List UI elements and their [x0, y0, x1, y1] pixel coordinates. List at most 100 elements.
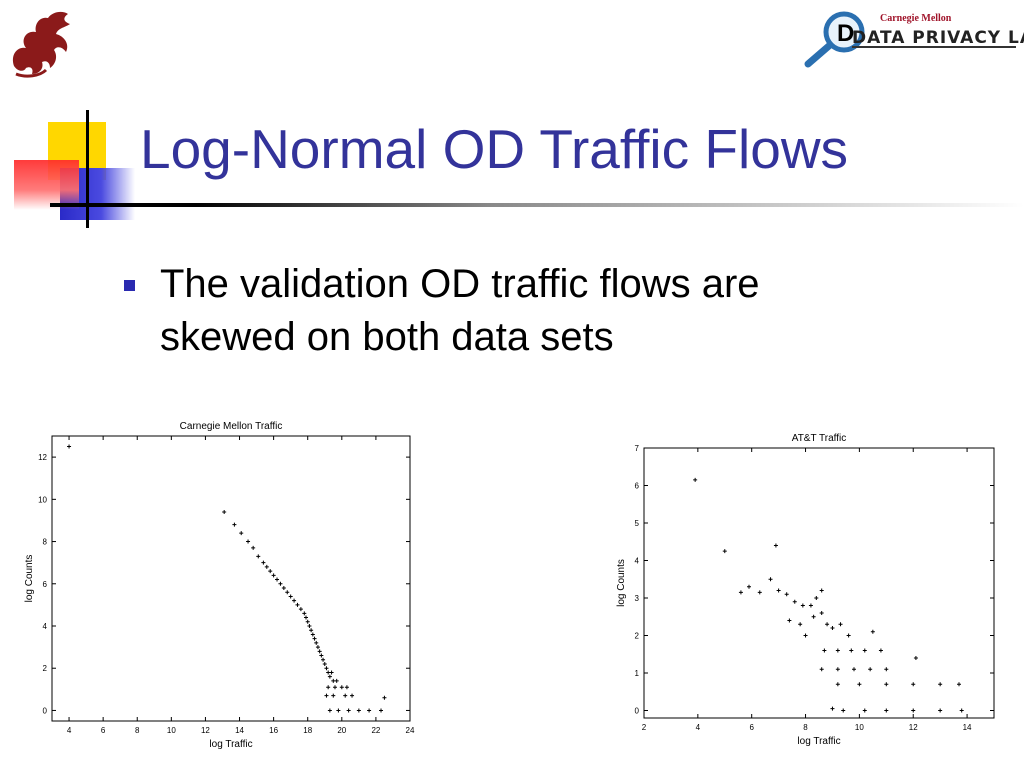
chart-title: AT&T Traffic: [792, 433, 846, 444]
data-point: [768, 577, 773, 582]
data-point: [811, 614, 816, 619]
data-point: [268, 569, 273, 574]
data-point: [822, 648, 827, 653]
data-point: [784, 592, 789, 597]
data-point: [819, 611, 824, 615]
bullet-marker: [124, 280, 135, 291]
svg-text:D: D: [837, 20, 854, 47]
data-point: [67, 444, 72, 449]
data-point: [307, 624, 312, 628]
data-point: [862, 708, 867, 713]
data-point: [857, 682, 862, 687]
data-point: [776, 588, 781, 593]
data-point: [329, 670, 334, 675]
data-point: [271, 573, 276, 578]
data-point: [830, 626, 835, 630]
data-point: [382, 695, 387, 700]
data-point: [339, 685, 344, 690]
data-point: [295, 602, 300, 607]
data-point: [773, 543, 778, 548]
data-point: [884, 708, 889, 713]
data-point: [336, 708, 341, 713]
data-point: [321, 657, 326, 662]
data-point: [322, 662, 327, 666]
chart-title: Carnegie Mellon Traffic: [180, 421, 283, 432]
data-point: [310, 632, 315, 637]
data-point: [332, 685, 337, 690]
data-point: [852, 667, 856, 672]
data-point: [870, 629, 875, 634]
data-point: [913, 656, 918, 660]
data-point: [367, 708, 372, 713]
data-point: [808, 603, 813, 608]
y-tick-label: 6: [43, 580, 48, 589]
data-point: [251, 545, 256, 550]
y-axis-label: log Counts: [24, 555, 35, 603]
data-point: [285, 590, 290, 595]
data-point: [317, 649, 322, 654]
data-point: [814, 596, 819, 600]
y-axis-label: log Counts: [616, 559, 627, 607]
data-point: [327, 674, 332, 679]
data-point: [878, 648, 883, 653]
data-point: [800, 603, 805, 608]
data-point: [334, 678, 339, 683]
x-tick-label: 16: [269, 726, 278, 735]
data-point: [278, 581, 283, 586]
y-tick-label: 8: [43, 538, 48, 547]
dragon-icon: [12, 11, 70, 78]
data-point: [825, 622, 830, 627]
x-tick-label: 10: [167, 726, 176, 735]
data-point: [835, 648, 840, 653]
x-tick-label: 4: [67, 726, 72, 735]
data-point: [246, 539, 251, 544]
y-tick-label: 2: [43, 664, 48, 673]
data-point: [327, 708, 332, 713]
y-tick-label: 3: [635, 594, 640, 603]
x-tick-label: 6: [101, 726, 106, 735]
data-point: [835, 682, 840, 687]
x-tick-label: 22: [371, 726, 380, 735]
data-point: [957, 682, 961, 687]
x-tick-label: 14: [963, 723, 972, 732]
data-point: [275, 577, 280, 582]
x-tick-label: 12: [909, 723, 918, 732]
magnifier-icon: D: [804, 11, 865, 68]
data-point: [356, 708, 361, 713]
data-point: [862, 648, 867, 653]
data-point: [222, 510, 227, 514]
data-point: [292, 598, 297, 603]
data-point: [819, 667, 824, 672]
y-tick-label: 1: [635, 669, 640, 678]
x-tick-label: 8: [135, 726, 140, 735]
y-tick-label: 4: [635, 557, 640, 566]
x-tick-label: 14: [235, 726, 244, 735]
x-tick-label: 6: [749, 723, 754, 732]
data-point: [326, 670, 331, 675]
y-tick-label: 5: [635, 519, 640, 528]
x-tick-label: 18: [303, 726, 312, 735]
data-point: [331, 678, 336, 683]
data-point: [884, 682, 889, 687]
x-tick-label: 12: [201, 726, 210, 735]
data-point: [757, 590, 762, 595]
y-tick-label: 0: [43, 706, 48, 715]
x-axis-label: log Traffic: [797, 736, 840, 747]
y-tick-label: 10: [38, 495, 47, 504]
data-point: [830, 706, 835, 711]
x-tick-label: 8: [803, 723, 808, 732]
data-point: [846, 633, 851, 638]
data-point: [314, 640, 319, 645]
data-point: [319, 653, 324, 658]
data-point: [738, 590, 743, 595]
data-point: [305, 619, 310, 624]
data-point: [792, 599, 797, 604]
x-tick-label: 24: [406, 726, 415, 735]
x-tick-label: 2: [642, 723, 647, 732]
slide-title: Log-Normal OD Traffic Flows: [140, 118, 849, 180]
y-tick-label: 12: [38, 453, 47, 462]
data-point: [304, 615, 309, 620]
x-tick-label: 10: [855, 723, 864, 732]
data-point: [288, 594, 293, 599]
